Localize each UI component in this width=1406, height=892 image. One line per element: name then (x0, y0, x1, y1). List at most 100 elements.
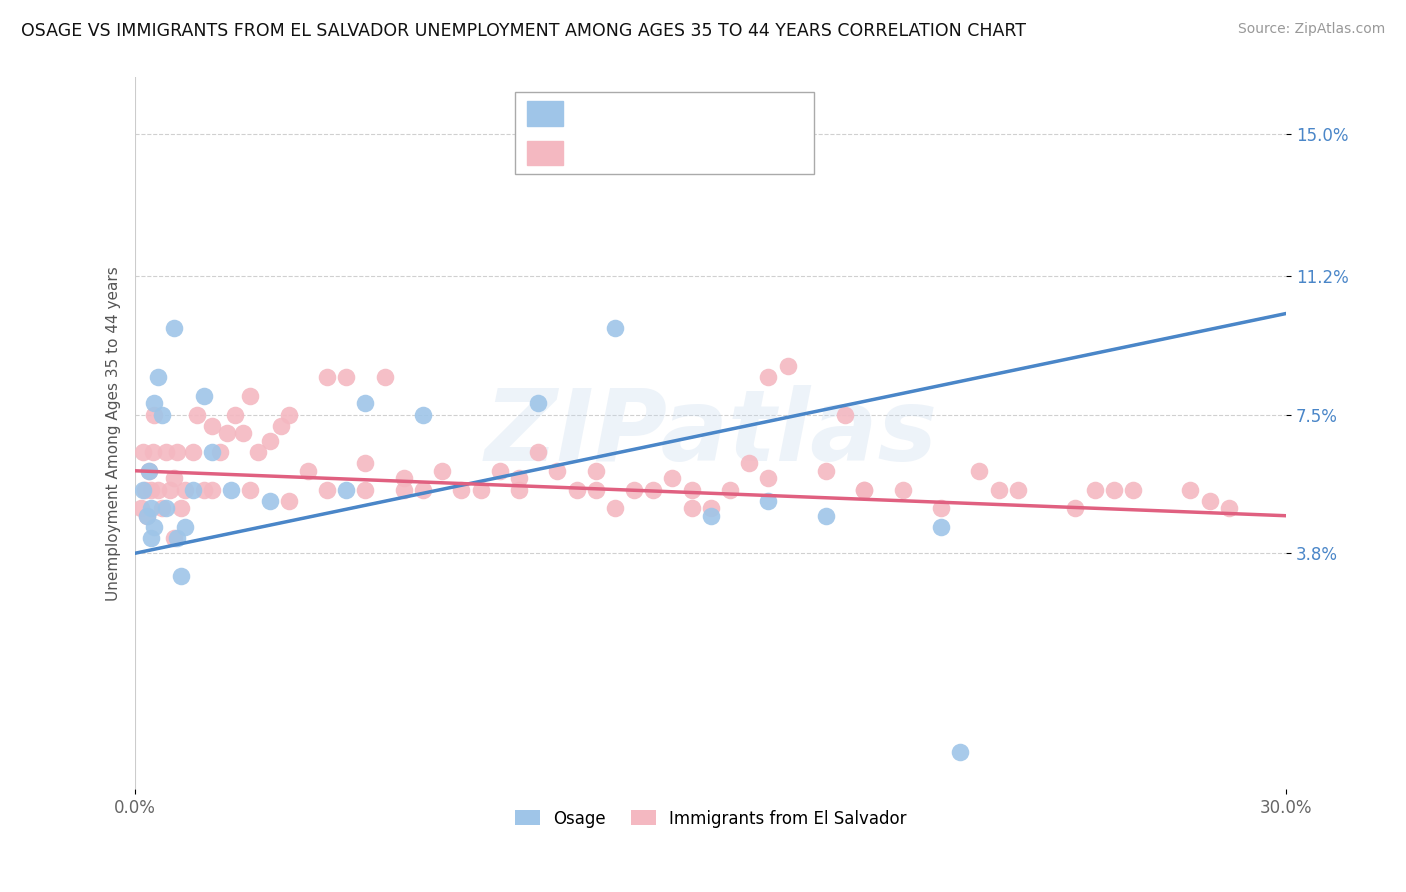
Point (129, 501, 152, 516)
Point (277, 408, 299, 422)
Point (132, 483, 155, 497)
Point (135, 508, 157, 523)
Text: OSAGE VS IMMIGRANTS FROM EL SALVADOR UNEMPLOYMENT AMONG AGES 35 TO 44 YEARS CORR: OSAGE VS IMMIGRANTS FROM EL SALVADOR UNE… (21, 22, 1026, 40)
Point (134, 483, 156, 497)
Point (224, 408, 246, 422)
Point (565, 483, 588, 497)
Point (853, 483, 876, 497)
Point (1122, 483, 1144, 497)
Point (170, 568, 193, 582)
Point (163, 531, 186, 545)
Point (603, 501, 626, 516)
Point (392, 483, 415, 497)
Text: Source: ZipAtlas.com: Source: ZipAtlas.com (1237, 22, 1385, 37)
Point (470, 483, 492, 497)
Point (138, 464, 160, 478)
Point (143, 396, 166, 410)
Y-axis label: Unemployment Among Ages 35 to 44 years: Unemployment Among Ages 35 to 44 years (107, 266, 121, 600)
Text: ZIPatlas: ZIPatlas (484, 384, 938, 482)
Point (814, 464, 837, 478)
Point (201, 445, 224, 459)
Point (186, 408, 208, 422)
Point (143, 408, 166, 422)
Point (432, 464, 454, 478)
Point (208, 445, 231, 459)
Point (217, 426, 239, 441)
Point (277, 493, 299, 508)
Point (239, 483, 262, 497)
Point (949, 745, 972, 759)
Point (643, 483, 665, 497)
Point (700, 508, 723, 523)
Point (354, 396, 377, 410)
Point (392, 471, 415, 485)
Point (232, 426, 254, 441)
Point (776, 359, 799, 373)
Point (239, 389, 262, 403)
Point (718, 483, 741, 497)
Point (1198, 493, 1220, 508)
Point (412, 483, 434, 497)
Point (201, 418, 224, 433)
Point (174, 520, 197, 534)
Point (148, 370, 170, 384)
Point (148, 483, 170, 497)
Legend: Osage, Immigrants from El Salvador: Osage, Immigrants from El Salvador (508, 803, 914, 834)
Point (756, 471, 779, 485)
Point (181, 445, 204, 459)
Point (1083, 483, 1105, 497)
Point (756, 493, 779, 508)
Point (193, 389, 215, 403)
Point (450, 483, 472, 497)
Point (139, 483, 162, 497)
Point (155, 445, 177, 459)
Point (929, 501, 952, 516)
Point (139, 531, 162, 545)
Point (585, 483, 607, 497)
Point (354, 456, 377, 470)
Point (1102, 483, 1125, 497)
Point (201, 483, 224, 497)
Point (834, 408, 856, 422)
Point (163, 321, 186, 335)
Point (1180, 483, 1202, 497)
Point (814, 508, 837, 523)
Point (139, 501, 162, 516)
Point (508, 471, 530, 485)
Point (681, 501, 703, 516)
Point (270, 418, 292, 433)
Point (297, 464, 319, 478)
Point (316, 370, 339, 384)
Point (527, 445, 550, 459)
Point (508, 483, 530, 497)
Point (681, 483, 703, 497)
Point (132, 445, 155, 459)
Point (412, 408, 434, 422)
Point (700, 501, 723, 516)
Point (853, 483, 876, 497)
Point (1007, 483, 1029, 497)
Point (987, 483, 1010, 497)
Point (163, 471, 186, 485)
Point (150, 501, 173, 516)
Point (891, 483, 914, 497)
Point (1218, 501, 1240, 516)
Point (247, 445, 270, 459)
Point (1064, 501, 1087, 516)
Point (546, 464, 568, 478)
Point (354, 483, 377, 497)
Point (527, 396, 550, 410)
Point (166, 445, 188, 459)
Point (141, 445, 163, 459)
Point (138, 464, 160, 478)
Point (738, 456, 761, 470)
Point (193, 483, 215, 497)
Point (335, 370, 357, 384)
Point (181, 483, 204, 497)
Point (623, 483, 645, 497)
Point (585, 464, 607, 478)
Point (170, 501, 193, 516)
Point (150, 408, 173, 422)
Point (135, 508, 157, 523)
Point (603, 321, 626, 335)
